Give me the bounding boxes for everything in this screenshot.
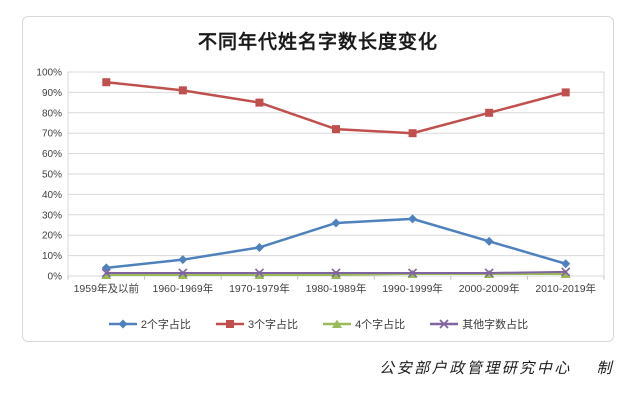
marker-x <box>484 268 494 278</box>
marker-diamond <box>178 255 188 265</box>
marker-square <box>102 78 111 87</box>
series-two-char-share <box>101 214 571 273</box>
legend-marker-diamond-icon <box>108 319 137 329</box>
series-three-char-share <box>102 78 570 138</box>
y-tick-label: 60% <box>42 149 62 160</box>
legend-marker-square-icon <box>215 320 244 328</box>
marker-square <box>408 129 417 138</box>
series-other-length-share <box>101 267 571 278</box>
source-credit: 公安部户政管理研究中心 制 <box>379 359 614 377</box>
y-tick-label: 50% <box>42 170 62 181</box>
marker-diamond <box>484 236 494 246</box>
marker-diamond <box>408 214 418 224</box>
series-four-char-share <box>101 269 571 279</box>
marker-x <box>407 268 418 278</box>
y-tick-label: 80% <box>42 108 62 119</box>
x-tick-label: 1959年及以前 <box>74 282 139 295</box>
y-tick-label: 70% <box>42 129 62 140</box>
marker-square <box>485 108 494 117</box>
marker-diamond <box>254 242 264 252</box>
x-tick-label: 1960-1969年 <box>152 282 213 295</box>
legend-label: 其他字数占比 <box>462 319 529 331</box>
marker-square <box>332 125 340 134</box>
marker-triangle <box>331 270 341 279</box>
legend-item-four-char-share: 4个字占比 <box>322 316 405 332</box>
marker-diamond <box>331 218 341 228</box>
legend-label: 4个字占比 <box>355 319 406 331</box>
marker-square <box>225 320 234 328</box>
x-tick-label: 2010-2019年 <box>535 282 596 295</box>
chart-canvas: 0% 10% 20% 30% 40% 50% 60% 70% 80% 90% 100% 1959年及以… <box>36 68 605 295</box>
marker-triangle <box>177 270 188 279</box>
marker-square <box>561 88 570 97</box>
legend-marker-x-icon <box>430 319 459 329</box>
y-tick-label: 90% <box>42 88 62 99</box>
y-axis-labels: 0% 10% 20% 30% 40% 50% 60% 70% 80% 90% 100% <box>36 68 62 283</box>
legend-item-other-length-share: 其他字数占比 <box>429 316 528 332</box>
legend-label: 3个字占比 <box>247 319 299 331</box>
y-tick-label: 100% <box>36 68 62 79</box>
legend-marker-triangle-icon <box>323 319 352 328</box>
marker-x <box>331 268 341 278</box>
y-tick-label: 20% <box>42 231 62 242</box>
marker-triangle <box>560 269 571 278</box>
x-axis-ticks <box>67 276 605 280</box>
marker-triangle <box>332 319 343 328</box>
legend-label: 2个字占比 <box>140 319 191 331</box>
marker-x <box>254 268 265 278</box>
marker-triangle <box>101 270 112 279</box>
x-tick-label: 1970-1979年 <box>229 282 290 295</box>
marker-square <box>178 86 187 95</box>
marker-x <box>101 268 111 278</box>
chart-frame: 不同年代姓名字数长度变化 0% 10% 20% 30% 40% 50% 60% 70% 80% 9… <box>22 16 614 342</box>
y-tick-label: 10% <box>42 251 62 262</box>
y-tick-label: 40% <box>42 190 62 201</box>
marker-triangle <box>254 270 265 279</box>
marker-x <box>439 319 449 329</box>
chart-legend: 2个字占比 3个字占比 4个字占比 其他字数占比 <box>23 316 613 332</box>
chart-title: 不同年代姓名字数长度变化 <box>197 32 438 53</box>
marker-diamond <box>118 319 128 329</box>
marker-x <box>178 268 188 278</box>
legend-item-two-char-share: 2个字占比 <box>108 316 191 332</box>
y-tick-label: 30% <box>42 210 62 221</box>
x-tick-label: 1990-1999年 <box>382 282 443 295</box>
y-tick-label: 0% <box>48 272 63 283</box>
marker-x <box>561 267 571 277</box>
x-tick-label: 2000-2009年 <box>459 282 520 295</box>
x-tick-label: 1980-1989年 <box>306 282 367 295</box>
legend-item-three-char-share: 3个字占比 <box>215 316 298 332</box>
x-axis-labels: 1959年及以前 1960-1969年 1970-1979年 1980-1989年 19… <box>74 282 596 295</box>
marker-square <box>255 98 264 107</box>
marker-diamond <box>561 259 571 269</box>
